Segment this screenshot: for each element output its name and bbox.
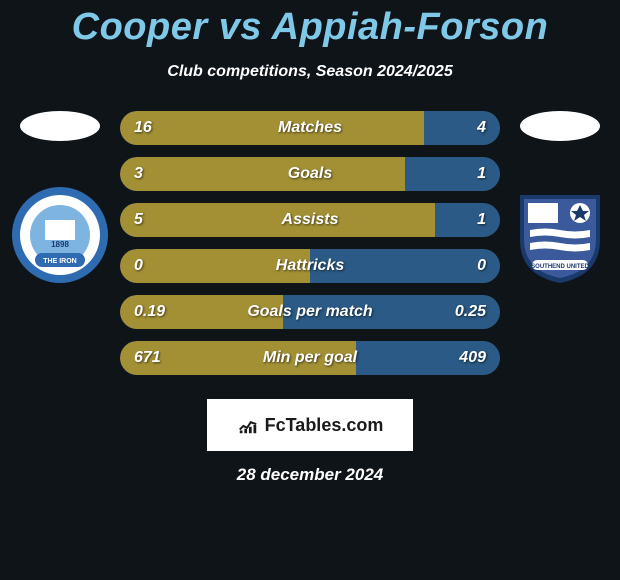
stat-right-value: 1 [477,165,486,183]
stat-right-value: 0 [477,257,486,275]
stat-label: Hattricks [276,257,344,275]
stat-bar: 16 Matches 4 [120,111,500,145]
stat-left-value: 3 [134,165,143,183]
stat-bar-fill-left [120,157,405,191]
stat-label: Goals per match [247,303,372,321]
left-player-column: THE IRON 1898 [10,111,110,285]
left-flag-oval [20,111,100,141]
branding-badge: FcTables.com [207,399,413,451]
stat-left-value: 671 [134,349,161,367]
stat-bar-fill-right [424,111,500,145]
stat-right-value: 1 [477,211,486,229]
footer-date: 28 december 2024 [0,465,620,485]
left-club-badge-icon: THE IRON 1898 [10,185,110,285]
stat-label: Min per goal [263,349,357,367]
right-player-column: SOUTHEND UNITED [510,111,610,285]
right-flag-oval [520,111,600,141]
stats-column: 16 Matches 4 3 Goals 1 5 Assists 1 0 Hattricks 0 0.1… [120,111,500,375]
stat-bar: 671 Min per goal 409 [120,341,500,375]
branding-label: FcTables.com [265,415,384,436]
stat-bar: 5 Assists 1 [120,203,500,237]
chart-icon [237,414,259,436]
right-club-badge-icon: SOUTHEND UNITED [510,185,610,285]
stat-label: Goals [288,165,332,183]
stat-bar-fill-left [120,111,424,145]
stat-bar-fill-left [120,203,435,237]
page-subtitle: Club competitions, Season 2024/2025 [0,63,620,81]
stat-left-value: 0 [134,257,143,275]
svg-text:THE IRON: THE IRON [43,258,76,265]
stat-bar-fill-right [435,203,500,237]
stat-label: Assists [282,211,339,229]
stat-bar: 3 Goals 1 [120,157,500,191]
stat-right-value: 4 [477,119,486,137]
svg-text:1898: 1898 [51,240,69,249]
stat-bar: 0 Hattricks 0 [120,249,500,283]
stat-label: Matches [278,119,342,137]
stat-left-value: 16 [134,119,152,137]
stat-left-value: 5 [134,211,143,229]
svg-text:SOUTHEND UNITED: SOUTHEND UNITED [531,264,589,270]
page-title: Cooper vs Appiah-Forson [0,0,620,49]
stat-right-value: 409 [459,349,486,367]
content-columns: THE IRON 1898 16Matches43Goals15Assists1… [0,111,620,375]
stat-right-value: 0.25 [455,303,486,321]
stat-left-value: 0.19 [134,303,165,321]
stat-bar: 0.19 Goals per match 0.25 [120,295,500,329]
